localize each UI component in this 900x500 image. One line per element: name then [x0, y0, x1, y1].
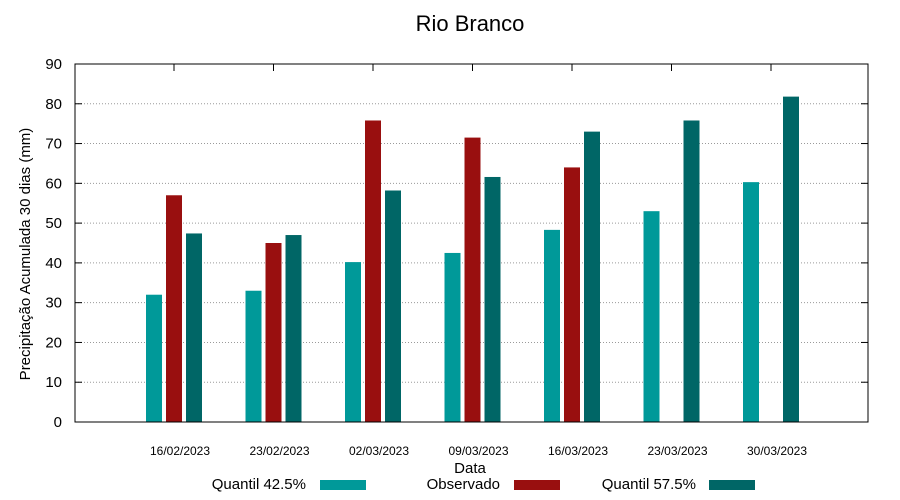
y-tick-label: 90 [45, 56, 62, 73]
x-tick-label: 23/02/2023 [249, 444, 309, 458]
x-tick-label: 09/03/2023 [448, 444, 508, 458]
y-tick-label: 70 [45, 136, 62, 153]
x-tick-label: 30/03/2023 [747, 444, 807, 458]
y-tick-label: 20 [45, 334, 62, 351]
chart-title: Rio Branco [416, 11, 525, 36]
bar-quantil-57-5 [683, 120, 700, 423]
legend-swatch [320, 480, 366, 490]
legend-label: Quantil 42.5% [212, 476, 306, 493]
legend-label: Observado [427, 476, 500, 493]
legend: Quantil 42.5% Observado Quantil 57.5% [212, 476, 755, 493]
y-tick-label: 50 [45, 215, 62, 232]
bar-quantil-57-5 [385, 190, 401, 422]
bar-observado [365, 120, 381, 423]
bar-quantil-42-5 [643, 211, 660, 422]
bar-quantil-42-5 [245, 290, 262, 422]
x-tick-label: 02/03/2023 [349, 444, 409, 458]
bar-observado [265, 243, 282, 422]
legend-swatch [709, 480, 755, 490]
bar-observado [464, 137, 481, 423]
y-tick-label: 10 [45, 374, 62, 391]
x-tick-label: 23/03/2023 [647, 444, 707, 458]
y-tick-label: 30 [45, 295, 62, 312]
bars [146, 96, 799, 423]
bar-quantil-42-5 [743, 182, 759, 422]
y-tick-label: 0 [54, 414, 62, 431]
y-tick-label: 60 [45, 175, 62, 192]
bar-quantil-57-5 [783, 96, 799, 423]
plot-frame [74, 63, 869, 423]
x-axis-label: Data [454, 460, 486, 477]
bar-observado [166, 195, 182, 422]
bar-quantil-42-5 [544, 229, 560, 422]
bar-observado [564, 167, 580, 422]
bar-quantil-42-5 [146, 294, 162, 422]
y-tick-label: 80 [45, 96, 62, 113]
y-tick-label: 40 [45, 255, 62, 272]
y-axis-label: Precipitação Acumulada 30 dias (mm) [17, 128, 34, 381]
axis-ticks: 0 10 20 30 40 50 60 70 80 90 16/02/2023 23/02/2023 0… [45, 56, 868, 458]
x-tick-label: 16/02/2023 [150, 444, 210, 458]
bar-quantil-57-5 [484, 176, 501, 422]
legend-swatch [514, 480, 560, 490]
bar-quantil-42-5 [345, 262, 361, 422]
bar-quantil-42-5 [444, 252, 461, 422]
x-tick-label: 16/03/2023 [548, 444, 608, 458]
bar-quantil-57-5 [584, 131, 600, 422]
legend-label: Quantil 57.5% [602, 476, 696, 493]
bar-quantil-57-5 [285, 235, 302, 422]
bar-quantil-57-5 [186, 233, 202, 422]
